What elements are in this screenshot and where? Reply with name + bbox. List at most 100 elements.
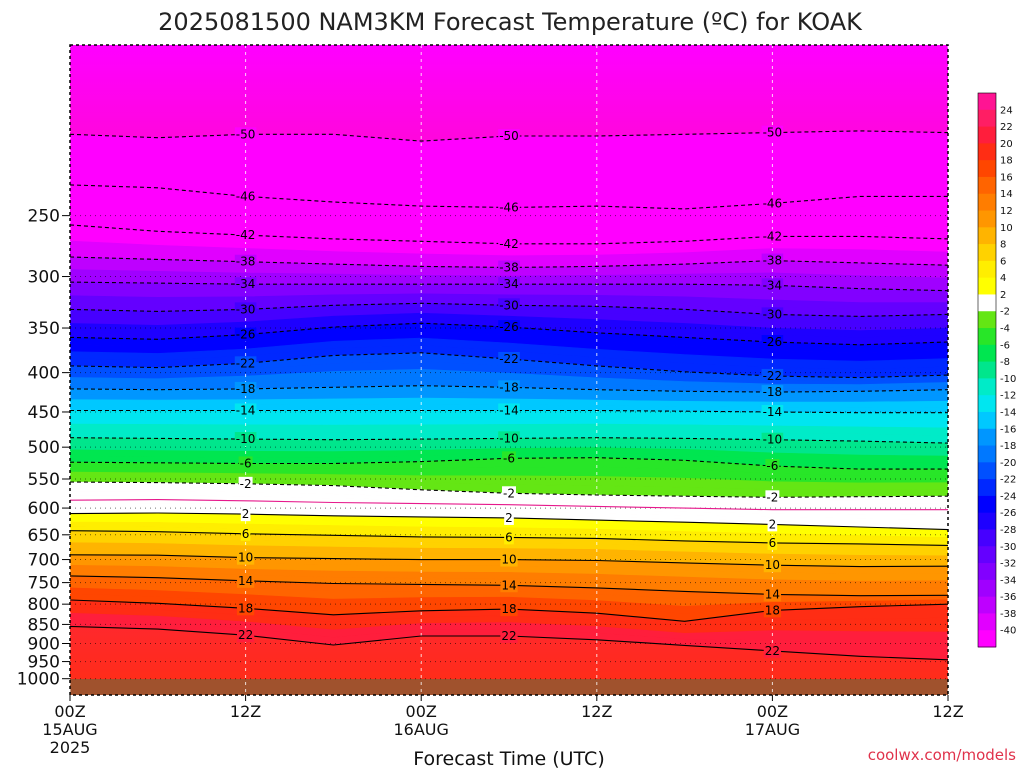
contour-label-bg	[236, 628, 255, 643]
contour-label: -10	[499, 431, 519, 445]
contour-label-bg	[236, 573, 255, 588]
y-tick-label: 400	[28, 364, 60, 384]
colorbar-label: -8	[1000, 357, 1010, 368]
colorbar-swatch	[978, 563, 996, 581]
x-tick-label: 12Z	[581, 702, 612, 721]
contour-label-bg	[498, 277, 520, 292]
y-tick-label: 950	[28, 653, 60, 673]
contour-label: -14	[236, 403, 256, 417]
contour-label: 22	[765, 644, 780, 658]
contour-line	[70, 457, 948, 470]
colorbar-swatch	[978, 344, 996, 363]
contour-label-bg	[761, 307, 784, 322]
contour-label-bg	[500, 602, 518, 617]
colorbar-label: -2	[1000, 307, 1010, 318]
ground-strip	[70, 679, 948, 695]
contour-label: -38	[763, 254, 783, 268]
x-tick-label: 00Z	[54, 702, 85, 721]
contour-label-bg	[498, 351, 520, 366]
y-tick-label: 250	[28, 207, 60, 227]
colorbar-label: 14	[1000, 189, 1013, 200]
contour-label: -34	[499, 277, 519, 291]
y-tick-label: 800	[28, 595, 60, 615]
colorbar-label: -22	[1000, 475, 1016, 486]
y-tick-label: 350	[28, 319, 60, 339]
colorbar-swatch	[978, 512, 996, 530]
colorbar-label: -36	[1000, 592, 1016, 603]
contour-label-bg	[236, 601, 255, 616]
plot-frame	[69, 44, 949, 696]
contour-label-bg	[234, 403, 257, 418]
contour-line	[70, 281, 948, 292]
colorbar-label: -12	[1000, 391, 1016, 402]
colorbar: 24 22 20 18 16 14 12 10 8 6 4 2 -2 -4 -6 -8 -10 -12 -14 -16…	[977, 92, 1016, 648]
colorbar-label: -14	[1000, 407, 1016, 418]
colorbar-label: 8	[1000, 240, 1006, 251]
contour-label: 18	[238, 601, 253, 615]
colorbar-swatch	[978, 428, 996, 447]
contour-label: -38	[499, 261, 519, 275]
contour-label: -26	[499, 320, 519, 334]
y-tick-label: 900	[28, 635, 60, 655]
colorbar-swatch	[978, 277, 996, 295]
contour-label-bg	[240, 507, 251, 522]
colorbar-label: 16	[1000, 172, 1013, 183]
contour-label-bg	[234, 277, 257, 292]
y-axis: 2503003504004505005506006507007508008509…	[17, 207, 70, 690]
colorbar-label: 4	[1000, 273, 1006, 284]
colorbar-swatch	[978, 294, 996, 312]
contour-label-bg	[761, 278, 784, 293]
y-tick-label: 450	[28, 403, 60, 423]
contour-label: 10	[765, 558, 780, 572]
contour-label: 14	[765, 587, 780, 601]
colorbar-swatch	[978, 462, 996, 480]
contour-label-bg	[761, 404, 784, 419]
contour-label: -18	[499, 380, 519, 394]
colorbar-label: 12	[1000, 206, 1013, 217]
contour-label-bg	[761, 368, 784, 383]
contour-label: -10	[236, 432, 256, 446]
colorbar-label: -38	[1000, 609, 1016, 620]
colorbar-label: -32	[1000, 559, 1016, 570]
contour-label: -50	[763, 126, 783, 140]
contour-label-bg	[498, 380, 520, 395]
y-tick-label: 1000	[17, 670, 60, 690]
contour-label-bg	[234, 254, 257, 269]
colorbar-label: 22	[1000, 122, 1013, 133]
contour-label-bg	[498, 431, 520, 446]
contour-label-bg	[763, 643, 782, 658]
colorbar-label: -16	[1000, 424, 1016, 435]
contour-label: 6	[505, 530, 513, 544]
contour-label-bg	[234, 127, 257, 142]
x-tick-label: 00Z	[406, 702, 437, 721]
contour-label: 18	[765, 603, 780, 617]
contour-label-bg	[761, 125, 784, 140]
contour-label-bg	[761, 253, 784, 268]
colorbar-swatch	[978, 445, 996, 463]
colorbar-swatch	[978, 109, 996, 128]
contour-labels: -50 -50 -50 -46 -46 -46 -42 -42 -42 -38 -38 -38 -34 -…	[234, 125, 784, 658]
x-tick-date: 16AUG	[393, 720, 448, 739]
colorbar-label: -28	[1000, 525, 1016, 536]
contour-label: 2	[769, 517, 777, 531]
plot-area: -50 -50 -50 -46 -46 -46 -42 -42 -42 -38 -38 -38 -34 -…	[69, 44, 949, 696]
y-tick-label: 750	[28, 574, 60, 594]
colorbar-label: 10	[1000, 223, 1013, 234]
colorbar-swatch	[978, 579, 996, 598]
contour-label-bg	[234, 302, 257, 317]
contour-line	[70, 499, 948, 511]
contour-label: 10	[238, 551, 253, 565]
contour-label-bg	[234, 327, 257, 342]
colorbar-label: -18	[1000, 441, 1016, 452]
contour-label-bg	[765, 459, 780, 474]
x-tick-year: 2025	[50, 738, 91, 757]
contour-line	[70, 409, 948, 414]
contour-label-bg	[767, 535, 778, 550]
colorbar-label: -4	[1000, 324, 1010, 335]
contour-label-bg	[498, 260, 520, 275]
colorbar-swatch	[978, 210, 996, 228]
colorbar-swatch	[978, 596, 996, 614]
contour-label: -2	[240, 477, 252, 491]
colorbar-frame	[977, 92, 997, 648]
y-tick-label: 300	[28, 268, 60, 288]
